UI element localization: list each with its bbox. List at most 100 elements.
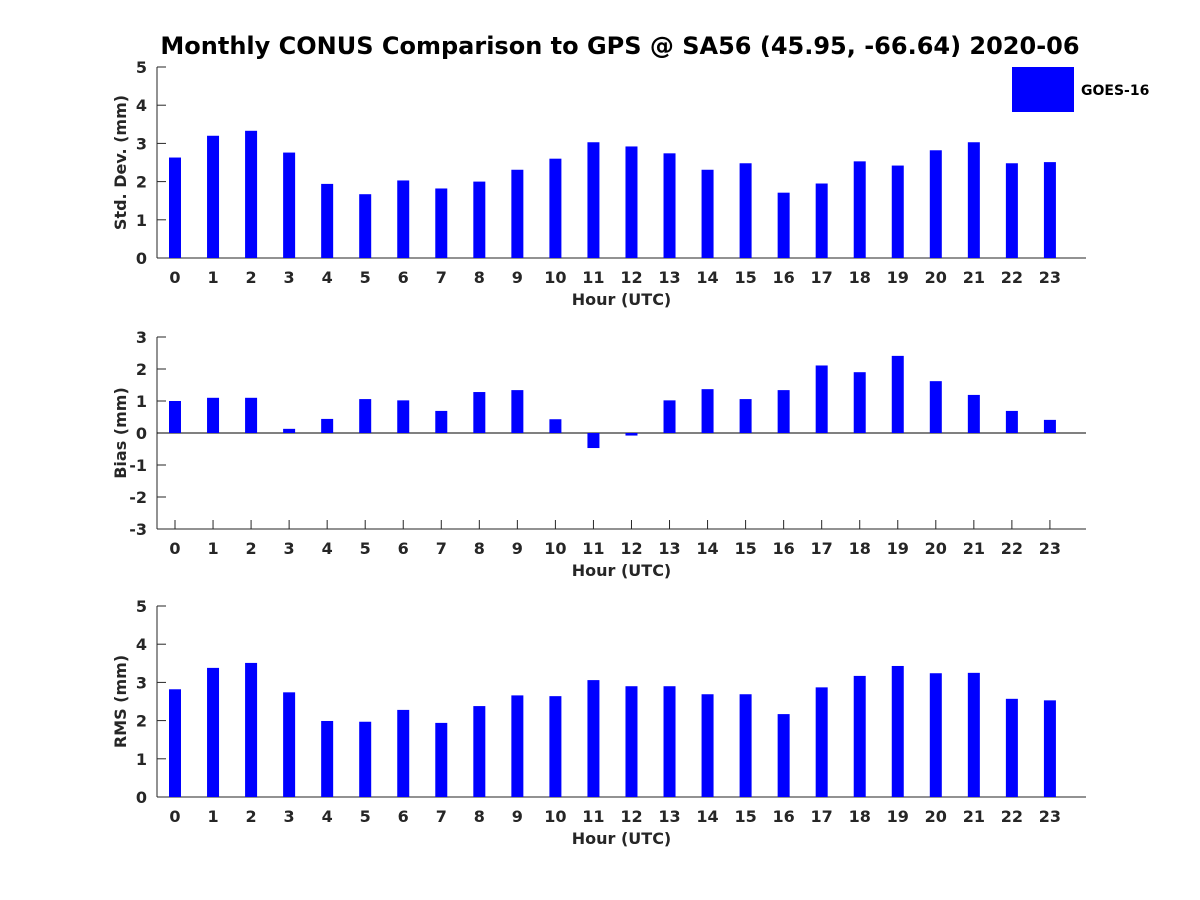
bar <box>739 399 752 433</box>
x-tick-label: 15 <box>734 268 756 287</box>
x-tick-label: 8 <box>474 539 485 558</box>
bar <box>397 180 410 258</box>
bar <box>625 433 638 436</box>
x-tick-label: 3 <box>284 807 295 826</box>
bar <box>1043 162 1056 258</box>
bar <box>321 418 334 433</box>
bar <box>321 183 334 258</box>
y-tick-label: 1 <box>136 750 147 769</box>
x-tick-label: 11 <box>582 268 604 287</box>
y-tick-label: 2 <box>136 712 147 731</box>
bar <box>929 150 942 258</box>
x-tick-label: 13 <box>658 807 680 826</box>
x-tick-label: 19 <box>887 539 909 558</box>
bar <box>1005 163 1018 258</box>
x-tick-label: 22 <box>1001 268 1023 287</box>
bar <box>701 169 714 258</box>
x-axis-label: Hour (UTC) <box>572 290 672 309</box>
y-axis-label: Std. Dev. (mm) <box>111 95 130 230</box>
x-tick-label: 21 <box>963 268 985 287</box>
x-tick-label: 2 <box>246 807 257 826</box>
x-tick-label: 16 <box>773 807 795 826</box>
bar <box>777 714 790 797</box>
y-tick-label: 3 <box>136 328 147 347</box>
bar <box>777 390 790 433</box>
bar <box>169 689 181 797</box>
x-tick-label: 11 <box>582 539 604 558</box>
bar <box>929 381 942 433</box>
x-tick-label: 23 <box>1039 539 1061 558</box>
x-tick-label: 4 <box>322 268 333 287</box>
bar <box>207 135 220 258</box>
bar <box>245 662 258 797</box>
bar <box>891 665 904 797</box>
x-tick-label: 20 <box>925 807 947 826</box>
x-tick-label: 0 <box>169 268 180 287</box>
x-tick-label: 7 <box>436 268 447 287</box>
bar <box>283 152 296 258</box>
x-tick-label: 15 <box>734 807 756 826</box>
x-tick-label: 13 <box>658 268 680 287</box>
x-tick-label: 9 <box>512 807 523 826</box>
bar <box>625 146 638 258</box>
bar <box>321 720 334 797</box>
bar <box>853 161 866 258</box>
bar <box>967 672 980 797</box>
x-tick-label: 10 <box>544 539 566 558</box>
bar <box>397 709 410 797</box>
x-tick-label: 9 <box>512 539 523 558</box>
x-tick-label: 23 <box>1039 807 1061 826</box>
bar <box>359 399 372 433</box>
bar <box>1043 700 1056 797</box>
x-tick-label: 12 <box>620 539 642 558</box>
bar <box>815 183 828 258</box>
x-tick-label: 5 <box>360 539 371 558</box>
bar <box>739 163 752 258</box>
bar <box>245 397 258 433</box>
x-tick-label: 7 <box>436 539 447 558</box>
y-tick-label: 0 <box>136 249 147 268</box>
bar <box>891 165 904 258</box>
x-tick-label: 2 <box>246 268 257 287</box>
y-tick-label: 1 <box>136 211 147 230</box>
bar <box>1005 410 1018 433</box>
bar <box>701 389 714 433</box>
bar <box>549 158 562 258</box>
x-tick-label: 1 <box>207 268 218 287</box>
x-tick-label: 8 <box>474 807 485 826</box>
y-tick-label: 5 <box>136 597 147 616</box>
x-tick-label: 6 <box>398 268 409 287</box>
x-tick-label: 16 <box>773 539 795 558</box>
bar <box>169 401 181 433</box>
x-tick-label: 10 <box>544 807 566 826</box>
bar <box>549 696 562 797</box>
bar <box>359 194 372 258</box>
x-tick-label: 1 <box>207 539 218 558</box>
x-tick-label: 14 <box>696 539 718 558</box>
bar <box>663 153 676 258</box>
y-tick-label: -1 <box>129 456 147 475</box>
y-tick-label: 0 <box>136 424 147 443</box>
legend-swatch <box>1012 67 1074 112</box>
bar <box>169 157 181 258</box>
bar <box>587 433 600 449</box>
bar <box>815 687 828 797</box>
x-tick-label: 17 <box>811 807 833 826</box>
x-tick-label: 19 <box>887 268 909 287</box>
bar <box>701 694 714 797</box>
bar <box>815 365 828 433</box>
x-tick-label: 18 <box>849 807 871 826</box>
bar <box>473 706 486 797</box>
x-tick-label: 6 <box>398 539 409 558</box>
x-tick-label: 7 <box>436 807 447 826</box>
x-tick-label: 12 <box>620 268 642 287</box>
bar <box>1005 698 1018 797</box>
y-axis-label: RMS (mm) <box>111 655 130 748</box>
x-tick-label: 10 <box>544 268 566 287</box>
bar <box>435 722 448 797</box>
x-tick-label: 9 <box>512 268 523 287</box>
x-tick-label: 18 <box>849 268 871 287</box>
